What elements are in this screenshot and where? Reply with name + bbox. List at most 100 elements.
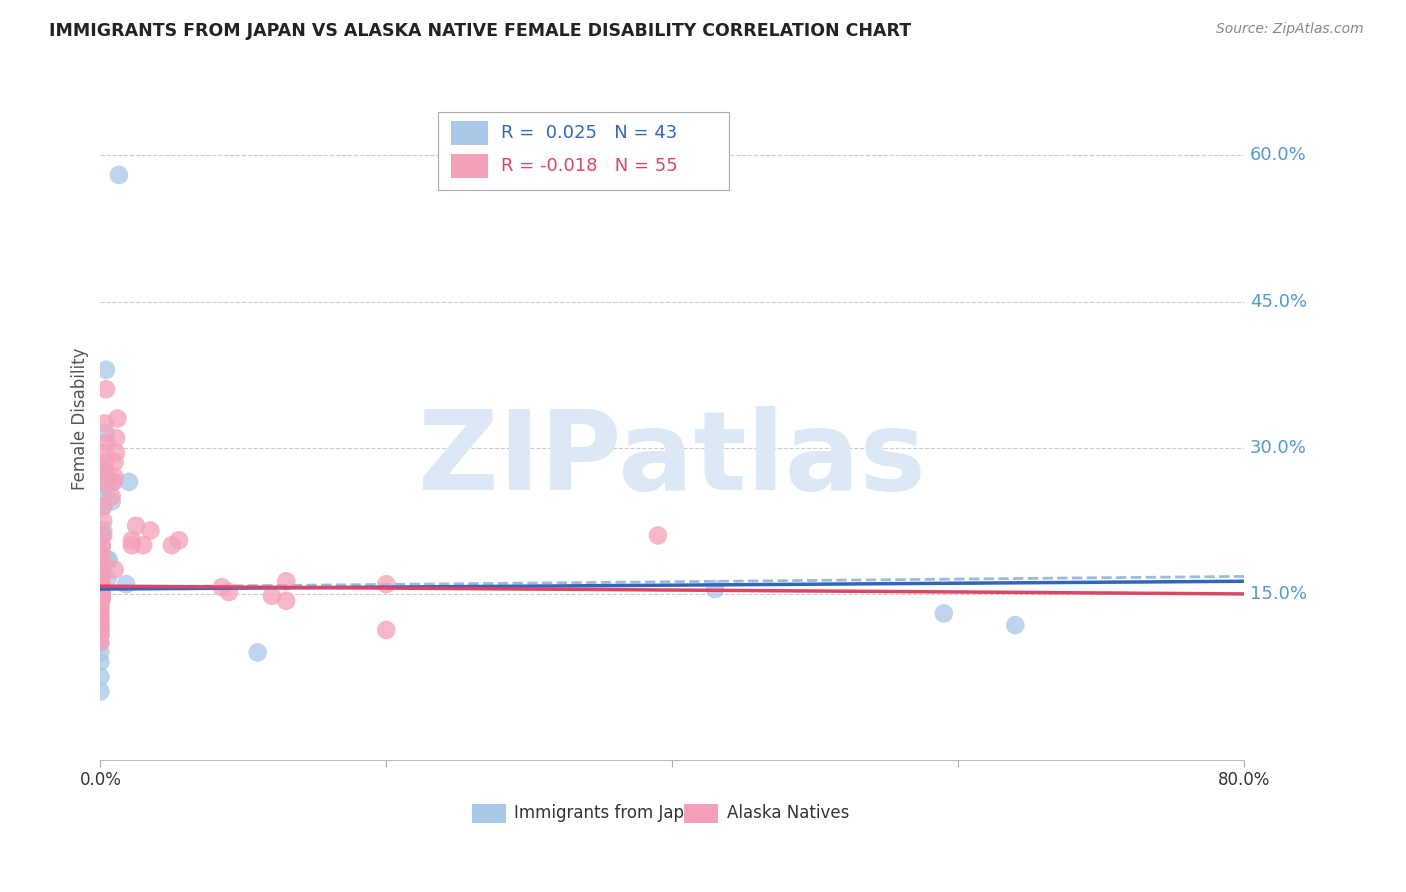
Text: IMMIGRANTS FROM JAPAN VS ALASKA NATIVE FEMALE DISABILITY CORRELATION CHART: IMMIGRANTS FROM JAPAN VS ALASKA NATIVE F… — [49, 22, 911, 40]
Text: 60.0%: 60.0% — [1250, 146, 1306, 164]
Point — [94, 382, 117, 396]
Point — [167, 533, 190, 548]
Point — [89, 593, 111, 607]
Point — [121, 538, 143, 552]
FancyBboxPatch shape — [451, 121, 488, 145]
Point — [125, 518, 148, 533]
Point — [89, 655, 111, 669]
Point — [160, 538, 183, 552]
Point — [89, 670, 111, 684]
Point — [89, 628, 111, 642]
Point — [97, 553, 120, 567]
Point — [89, 608, 111, 623]
Point — [132, 538, 155, 552]
Point — [104, 470, 127, 484]
Text: R =  0.025   N = 43: R = 0.025 N = 43 — [501, 124, 676, 143]
Point — [89, 601, 111, 615]
Point — [89, 584, 111, 599]
Point — [90, 587, 112, 601]
Point — [90, 558, 112, 572]
Point — [96, 553, 118, 567]
Point — [89, 582, 111, 596]
Point — [375, 623, 398, 637]
Point — [90, 585, 112, 599]
Point — [93, 480, 115, 494]
Point — [89, 635, 111, 649]
FancyBboxPatch shape — [451, 153, 488, 178]
Point — [91, 514, 114, 528]
Point — [107, 411, 129, 425]
Point — [91, 524, 114, 538]
Point — [96, 572, 118, 586]
Point — [375, 577, 398, 591]
Point — [90, 538, 112, 552]
Point — [89, 645, 111, 659]
Point — [1004, 618, 1026, 632]
Point — [89, 597, 111, 611]
Point — [90, 548, 112, 562]
FancyBboxPatch shape — [683, 804, 718, 823]
Point — [104, 455, 127, 469]
Point — [90, 577, 112, 591]
Point — [89, 613, 111, 627]
Point — [93, 417, 115, 431]
Point — [121, 533, 143, 548]
Point — [90, 528, 112, 542]
Point — [89, 599, 111, 613]
Point — [211, 580, 233, 594]
Point — [90, 591, 112, 606]
Point — [90, 582, 112, 596]
Point — [105, 445, 128, 459]
Point — [89, 635, 111, 649]
Point — [91, 475, 114, 489]
Point — [90, 540, 112, 554]
Point — [89, 589, 111, 603]
Point — [89, 603, 111, 617]
Point — [93, 445, 115, 459]
Point — [90, 569, 112, 583]
Point — [89, 621, 111, 635]
Point — [105, 431, 128, 445]
Point — [89, 628, 111, 642]
Point — [90, 569, 112, 583]
Point — [91, 490, 114, 504]
Point — [108, 168, 131, 182]
Point — [103, 475, 125, 489]
Point — [704, 582, 727, 596]
Point — [89, 593, 111, 607]
Point — [118, 475, 141, 489]
Text: 30.0%: 30.0% — [1250, 439, 1306, 457]
Point — [94, 436, 117, 450]
Text: 45.0%: 45.0% — [1250, 293, 1308, 310]
Point — [89, 608, 111, 623]
Point — [94, 363, 117, 377]
Point — [276, 574, 298, 589]
Text: Alaska Natives: Alaska Natives — [727, 805, 849, 822]
Point — [90, 589, 112, 603]
Point — [218, 585, 240, 599]
Point — [91, 500, 114, 514]
Point — [91, 500, 114, 514]
Point — [89, 587, 111, 601]
Point — [89, 616, 111, 631]
Point — [89, 623, 111, 637]
Point — [89, 684, 111, 698]
Point — [90, 566, 112, 580]
FancyBboxPatch shape — [437, 112, 730, 190]
Point — [93, 455, 115, 469]
Point — [103, 475, 125, 489]
Point — [90, 563, 112, 577]
Text: R = -0.018   N = 55: R = -0.018 N = 55 — [501, 157, 678, 175]
Text: Immigrants from Japan: Immigrants from Japan — [515, 805, 704, 822]
Point — [932, 607, 955, 621]
Point — [94, 426, 117, 441]
Point — [260, 589, 283, 603]
Point — [104, 563, 127, 577]
Point — [89, 589, 111, 603]
FancyBboxPatch shape — [472, 804, 506, 823]
Point — [94, 470, 117, 484]
Point — [91, 528, 114, 542]
Point — [93, 462, 115, 476]
Point — [101, 490, 124, 504]
Text: ZIPatlas: ZIPatlas — [419, 406, 927, 513]
